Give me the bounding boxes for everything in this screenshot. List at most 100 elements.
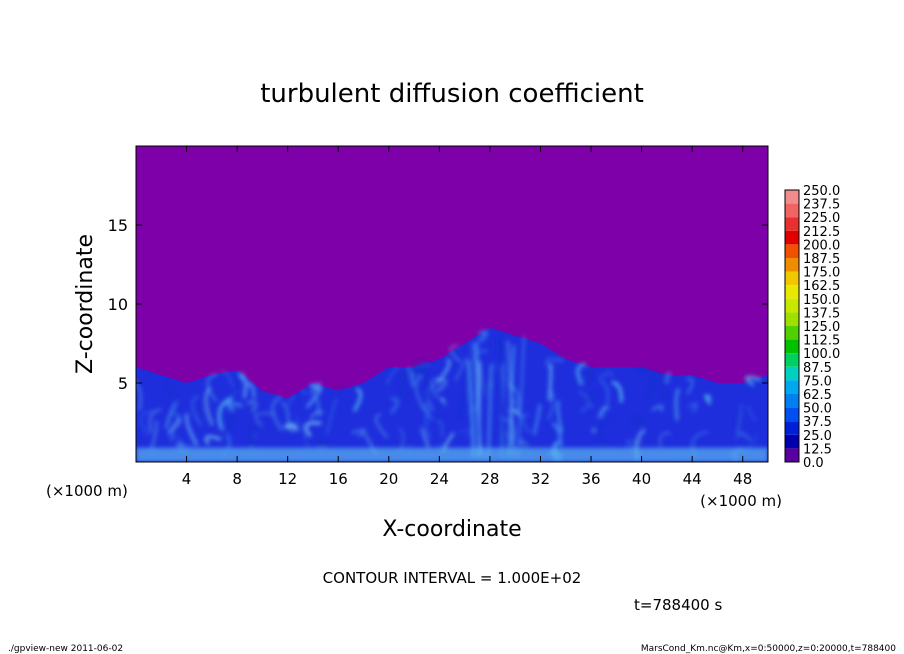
x-tick-label: 36: [581, 470, 600, 488]
turbulence-streak: [506, 433, 513, 446]
turbulence-streak: [332, 388, 344, 406]
turbulence-streak: [745, 375, 762, 387]
turbulence-streak: [578, 391, 590, 405]
turbulence-streak: [598, 417, 614, 447]
turbulence-streak: [424, 403, 434, 421]
turbulence-streak: [150, 420, 158, 450]
colorbar-level-label: 187.5: [803, 252, 840, 267]
colorbar-swatch: [785, 190, 799, 204]
turbulence-streak: [136, 382, 142, 411]
colorbar-level-label: 100.0: [803, 347, 840, 362]
colorbar-swatch: [785, 421, 799, 435]
turbulence-streak: [440, 397, 447, 406]
colorbar-level-label: 250.0: [803, 184, 840, 199]
turbulence-streaks: [136, 330, 768, 462]
turbulence-streak: [352, 387, 363, 412]
x-tick-label: 12: [278, 470, 297, 488]
turbulence-streak: [478, 330, 489, 343]
turbulence-streak: [426, 383, 440, 411]
colorbar-swatch: [785, 394, 799, 408]
turbulence-streak: [704, 394, 712, 405]
colorbar-level-label: 150.0: [803, 293, 840, 308]
x-tick-label: 20: [379, 470, 398, 488]
turbulence-streak: [458, 429, 472, 438]
turbulence-streak: [420, 426, 430, 448]
turbulence-streak: [206, 373, 218, 402]
turbulence-streak: [551, 422, 563, 447]
x-tick-label: 4: [182, 470, 192, 488]
turbulence-streak: [149, 408, 161, 433]
x-tick-label: 40: [632, 470, 651, 488]
turbulence-streak: [225, 401, 243, 412]
turbulence-streak: [375, 413, 389, 439]
x-tick-label: 44: [683, 470, 702, 488]
turbulence-streak: [424, 406, 434, 439]
turbulence-streak: [389, 397, 400, 415]
colorbar-level-label: 175.0: [803, 266, 840, 281]
plume-streak: [472, 336, 480, 458]
colorbar-swatch: [785, 258, 799, 272]
colorbar-swatch: [785, 285, 799, 299]
plot-area: [136, 146, 768, 462]
turbulence-streak: [454, 357, 468, 382]
turbulence-streak: [413, 370, 432, 403]
turbulence-streak: [220, 370, 234, 388]
x-tick-label: 48: [733, 470, 752, 488]
turbulence-streak: [399, 367, 420, 400]
turbulence-streak: [625, 440, 640, 451]
turbulence-streak: [611, 381, 623, 403]
x-tick-label: 32: [531, 470, 550, 488]
colorbar-swatch: [785, 203, 799, 218]
turbulence-streak: [688, 403, 698, 413]
colorbar-swatch: [785, 339, 799, 354]
colorbar-swatch: [785, 326, 799, 340]
plume-streak: [487, 364, 493, 458]
turbulence-streak: [436, 358, 451, 384]
y-tick-label: 15: [108, 216, 128, 235]
turbulence-streak: [223, 411, 233, 438]
plume-streak: [467, 360, 476, 458]
turbulence-streak: [184, 412, 199, 447]
turbulence-streak: [557, 400, 563, 433]
x-axis-label: X-coordinate: [382, 517, 521, 542]
turbulence-streak: [532, 404, 542, 436]
turbulence-streak: [199, 404, 211, 423]
turbulence-streak: [227, 390, 239, 413]
colorbar-level-label: 112.5: [803, 334, 840, 349]
turbulence-streak: [139, 410, 152, 436]
turbulence-streak: [457, 385, 467, 418]
turbulence-streak: [437, 420, 444, 438]
turbulence-streak: [674, 387, 681, 421]
colorbar-level-label: 200.0: [803, 238, 840, 253]
colorbar-level-label: 50.0: [803, 402, 832, 417]
turbulence-streak: [217, 396, 233, 431]
turbulence-streak: [519, 439, 529, 447]
colorbar-level-label: 137.5: [803, 306, 840, 321]
turbulence-streak: [599, 379, 609, 418]
turbulence-streak: [304, 421, 322, 437]
x-tick-label: 8: [232, 470, 242, 488]
turbulence-streak: [431, 377, 441, 399]
contour-interval-label: CONTOUR INTERVAL = 1.000E+02: [323, 569, 582, 587]
turbulence-streak: [386, 367, 399, 385]
turbulence-streak: [271, 395, 284, 432]
turbulence-streak: [659, 432, 671, 448]
y-tick-label: 5: [118, 374, 128, 393]
x-unit-label-left: (×1000 m): [46, 482, 128, 500]
turbulence-streak: [168, 435, 183, 446]
turbulence-streak: [584, 392, 596, 402]
turbulence-streak: [636, 367, 656, 398]
turbulence-streak: [548, 364, 553, 401]
x-axis-ticks: 4 8 12 16 20 24 28 32 36 40 44 48: [182, 146, 752, 488]
colorbar-level-label: 25.0: [803, 429, 832, 444]
turbulence-streak: [224, 434, 232, 448]
plume-streak: [517, 335, 526, 458]
turbulence-streak: [246, 382, 256, 399]
colorbar: 250.0237.5225.0212.5200.0187.5175.0162.5…: [784, 184, 840, 471]
turbulence-streak: [585, 366, 592, 383]
turbulence-streak: [295, 415, 309, 450]
x-unit-label-right: (×1000 m): [700, 492, 782, 510]
turbulence-streak: [592, 427, 595, 434]
turbulence-streak: [739, 431, 752, 441]
